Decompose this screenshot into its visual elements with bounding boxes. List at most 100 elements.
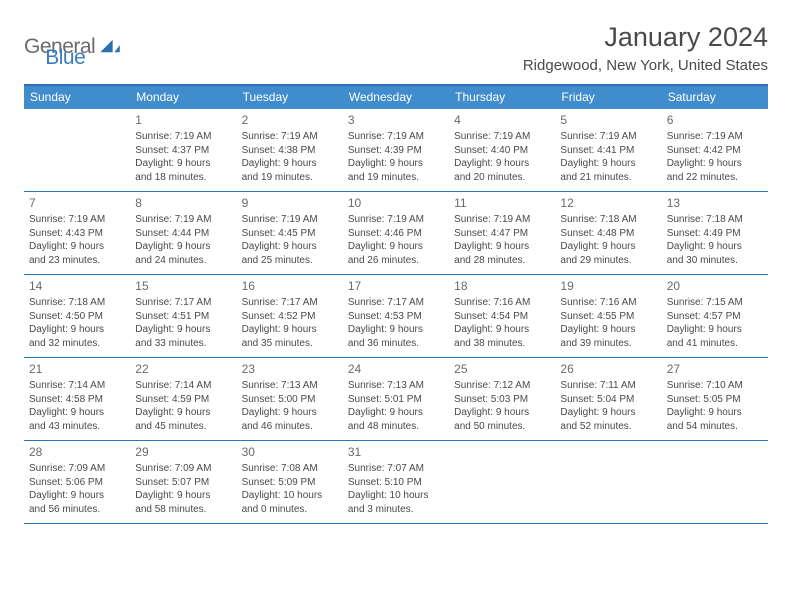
day-number: 2	[242, 112, 338, 128]
daylight-text: and 50 minutes.	[454, 420, 550, 434]
day-cell: 12Sunrise: 7:18 AMSunset: 4:48 PMDayligh…	[555, 192, 661, 274]
sunrise-text: Sunrise: 7:14 AM	[29, 379, 125, 393]
daylight-text: Daylight: 9 hours	[454, 406, 550, 420]
sunset-text: Sunset: 4:43 PM	[29, 227, 125, 241]
sunset-text: Sunset: 4:47 PM	[454, 227, 550, 241]
daylight-text: Daylight: 9 hours	[667, 157, 763, 171]
day-cell: 20Sunrise: 7:15 AMSunset: 4:57 PMDayligh…	[662, 275, 768, 357]
weekday-saturday: Saturday	[662, 86, 768, 109]
day-number: 1	[135, 112, 231, 128]
day-number: 10	[348, 195, 444, 211]
week-row: 7Sunrise: 7:19 AMSunset: 4:43 PMDaylight…	[24, 192, 768, 275]
day-cell: 29Sunrise: 7:09 AMSunset: 5:07 PMDayligh…	[130, 441, 236, 523]
day-cell: 10Sunrise: 7:19 AMSunset: 4:46 PMDayligh…	[343, 192, 449, 274]
day-cell: 8Sunrise: 7:19 AMSunset: 4:44 PMDaylight…	[130, 192, 236, 274]
daylight-text: Daylight: 9 hours	[454, 323, 550, 337]
daylight-text: and 45 minutes.	[135, 420, 231, 434]
daylight-text: Daylight: 9 hours	[135, 157, 231, 171]
sunrise-text: Sunrise: 7:15 AM	[667, 296, 763, 310]
daylight-text: Daylight: 9 hours	[29, 323, 125, 337]
day-number: 31	[348, 444, 444, 460]
day-number: 24	[348, 361, 444, 377]
day-cell: 17Sunrise: 7:17 AMSunset: 4:53 PMDayligh…	[343, 275, 449, 357]
day-cell: 23Sunrise: 7:13 AMSunset: 5:00 PMDayligh…	[237, 358, 343, 440]
sunset-text: Sunset: 5:07 PM	[135, 476, 231, 490]
day-number: 20	[667, 278, 763, 294]
daylight-text: Daylight: 10 hours	[242, 489, 338, 503]
daylight-text: and 25 minutes.	[242, 254, 338, 268]
daylight-text: and 39 minutes.	[560, 337, 656, 351]
sunrise-text: Sunrise: 7:19 AM	[454, 130, 550, 144]
weekday-monday: Monday	[130, 86, 236, 109]
day-number: 25	[454, 361, 550, 377]
weekday-tuesday: Tuesday	[237, 86, 343, 109]
day-cell: 11Sunrise: 7:19 AMSunset: 4:47 PMDayligh…	[449, 192, 555, 274]
sunset-text: Sunset: 4:46 PM	[348, 227, 444, 241]
daylight-text: Daylight: 10 hours	[348, 489, 444, 503]
day-number: 30	[242, 444, 338, 460]
sunrise-text: Sunrise: 7:12 AM	[454, 379, 550, 393]
sunrise-text: Sunrise: 7:14 AM	[135, 379, 231, 393]
sunset-text: Sunset: 5:10 PM	[348, 476, 444, 490]
sunrise-text: Sunrise: 7:19 AM	[242, 213, 338, 227]
week-row: 21Sunrise: 7:14 AMSunset: 4:58 PMDayligh…	[24, 358, 768, 441]
day-cell: 9Sunrise: 7:19 AMSunset: 4:45 PMDaylight…	[237, 192, 343, 274]
week-row: 1Sunrise: 7:19 AMSunset: 4:37 PMDaylight…	[24, 109, 768, 192]
sail-icon	[99, 38, 121, 54]
daylight-text: and 20 minutes.	[454, 171, 550, 185]
sunset-text: Sunset: 5:05 PM	[667, 393, 763, 407]
daylight-text: Daylight: 9 hours	[667, 323, 763, 337]
day-cell: 14Sunrise: 7:18 AMSunset: 4:50 PMDayligh…	[24, 275, 130, 357]
day-cell	[555, 441, 661, 523]
daylight-text: and 3 minutes.	[348, 503, 444, 517]
daylight-text: and 23 minutes.	[29, 254, 125, 268]
day-number: 14	[29, 278, 125, 294]
sunset-text: Sunset: 5:04 PM	[560, 393, 656, 407]
daylight-text: and 56 minutes.	[29, 503, 125, 517]
day-number: 11	[454, 195, 550, 211]
logo: General Blue	[24, 24, 85, 70]
sunset-text: Sunset: 5:09 PM	[242, 476, 338, 490]
daylight-text: and 19 minutes.	[242, 171, 338, 185]
sunrise-text: Sunrise: 7:13 AM	[348, 379, 444, 393]
sunset-text: Sunset: 4:52 PM	[242, 310, 338, 324]
sunrise-text: Sunrise: 7:18 AM	[667, 213, 763, 227]
location-text: Ridgewood, New York, United States	[523, 57, 768, 74]
daylight-text: Daylight: 9 hours	[560, 157, 656, 171]
daylight-text: and 30 minutes.	[667, 254, 763, 268]
daylight-text: Daylight: 9 hours	[29, 406, 125, 420]
day-number: 6	[667, 112, 763, 128]
sunset-text: Sunset: 4:37 PM	[135, 144, 231, 158]
day-cell: 13Sunrise: 7:18 AMSunset: 4:49 PMDayligh…	[662, 192, 768, 274]
day-cell	[662, 441, 768, 523]
title-block: January 2024 Ridgewood, New York, United…	[523, 22, 768, 74]
daylight-text: Daylight: 9 hours	[560, 240, 656, 254]
day-cell: 3Sunrise: 7:19 AMSunset: 4:39 PMDaylight…	[343, 109, 449, 191]
daylight-text: Daylight: 9 hours	[454, 240, 550, 254]
daylight-text: Daylight: 9 hours	[29, 240, 125, 254]
day-cell	[449, 441, 555, 523]
day-number: 17	[348, 278, 444, 294]
day-number: 7	[29, 195, 125, 211]
daylight-text: and 38 minutes.	[454, 337, 550, 351]
day-number: 12	[560, 195, 656, 211]
sunset-text: Sunset: 4:55 PM	[560, 310, 656, 324]
daylight-text: and 36 minutes.	[348, 337, 444, 351]
daylight-text: and 43 minutes.	[29, 420, 125, 434]
sunset-text: Sunset: 5:06 PM	[29, 476, 125, 490]
sunrise-text: Sunrise: 7:17 AM	[135, 296, 231, 310]
sunset-text: Sunset: 4:51 PM	[135, 310, 231, 324]
sunset-text: Sunset: 4:48 PM	[560, 227, 656, 241]
sunrise-text: Sunrise: 7:17 AM	[242, 296, 338, 310]
daylight-text: Daylight: 9 hours	[242, 323, 338, 337]
daylight-text: and 48 minutes.	[348, 420, 444, 434]
sunrise-text: Sunrise: 7:11 AM	[560, 379, 656, 393]
sunset-text: Sunset: 4:58 PM	[29, 393, 125, 407]
sunrise-text: Sunrise: 7:19 AM	[135, 130, 231, 144]
daylight-text: Daylight: 9 hours	[560, 406, 656, 420]
day-cell: 26Sunrise: 7:11 AMSunset: 5:04 PMDayligh…	[555, 358, 661, 440]
sunrise-text: Sunrise: 7:16 AM	[560, 296, 656, 310]
daylight-text: and 54 minutes.	[667, 420, 763, 434]
day-number: 28	[29, 444, 125, 460]
day-cell: 6Sunrise: 7:19 AMSunset: 4:42 PMDaylight…	[662, 109, 768, 191]
